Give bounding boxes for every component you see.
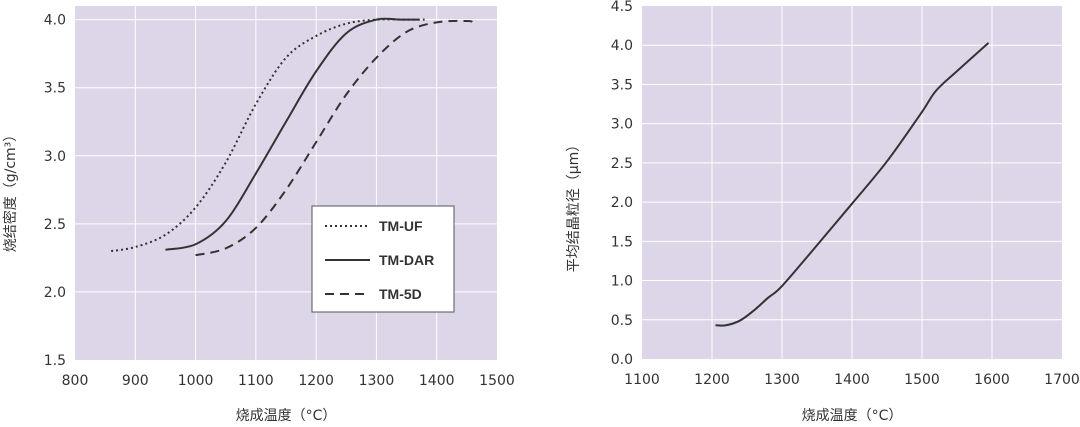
x-tick-label: 800 (62, 373, 89, 389)
x-tick-label: 1700 (1044, 372, 1080, 388)
x-tick-label: 1500 (904, 372, 940, 388)
y-tick-label: 0.5 (611, 313, 633, 329)
y-tick-label: 4.0 (611, 38, 633, 54)
y-tick-label: 3.0 (44, 149, 66, 165)
legend-label: TM-5D (379, 286, 422, 302)
y-tick-label: 4.0 (44, 13, 66, 29)
y-axis-label: 烧结密度（g/cm³） (2, 128, 19, 253)
x-tick-label: 1100 (238, 373, 274, 389)
legend-label: TM-UF (379, 218, 423, 234)
x-tick-label: 1100 (624, 372, 660, 388)
x-tick-label: 1400 (419, 373, 455, 389)
grain-size-chart: 1100 1200 1300 1400 1500 1600 1700 0.0 0.5 1.0 1.5… (566, 0, 1080, 424)
y-tick-label: 3.5 (44, 81, 66, 97)
x-axis-label: 烧成温度（°C） (236, 408, 337, 424)
series-line-grain-size (715, 42, 990, 327)
y-tick-label: 0.0 (611, 352, 633, 368)
y-axis-label: 平均结晶粒径（μm） (566, 138, 582, 273)
legend-label: TM-DAR (379, 252, 434, 268)
x-tick-label: 1300 (359, 373, 395, 389)
legend: TM-UF TM-DAR TM-5D (311, 205, 455, 313)
x-tick-label: 1000 (178, 373, 214, 389)
y-tick-label: 2.0 (44, 285, 66, 301)
y-tick-label: 3.0 (611, 117, 633, 133)
series-line-tm-5d (195, 19, 474, 257)
series-line-tm-dar (165, 17, 419, 251)
sintered-density-chart: 800 900 1000 1100 1200 1300 1400 1500 1.5 2.0 2.5 3… (2, 6, 515, 424)
x-tick-label: 1200 (694, 372, 730, 388)
y-tick-label: 2.5 (611, 156, 633, 172)
x-axis-label: 烧成温度（°C） (802, 408, 903, 424)
y-tick-label: 1.5 (44, 353, 66, 369)
x-tick-label: 1500 (479, 373, 515, 389)
y-tick-label: 3.5 (611, 77, 633, 93)
y-tick-label: 1.0 (611, 274, 633, 290)
x-tick-label: 1300 (764, 372, 800, 388)
x-tick-label: 1600 (974, 372, 1010, 388)
y-tick-label: 2.5 (44, 217, 66, 233)
y-tick-label: 1.5 (611, 234, 633, 250)
x-tick-label: 900 (122, 373, 149, 389)
x-tick-label: 1200 (298, 373, 334, 389)
y-tick-label: 4.5 (611, 0, 633, 15)
x-tick-label: 1400 (834, 372, 870, 388)
y-tick-label: 2.0 (611, 195, 633, 211)
